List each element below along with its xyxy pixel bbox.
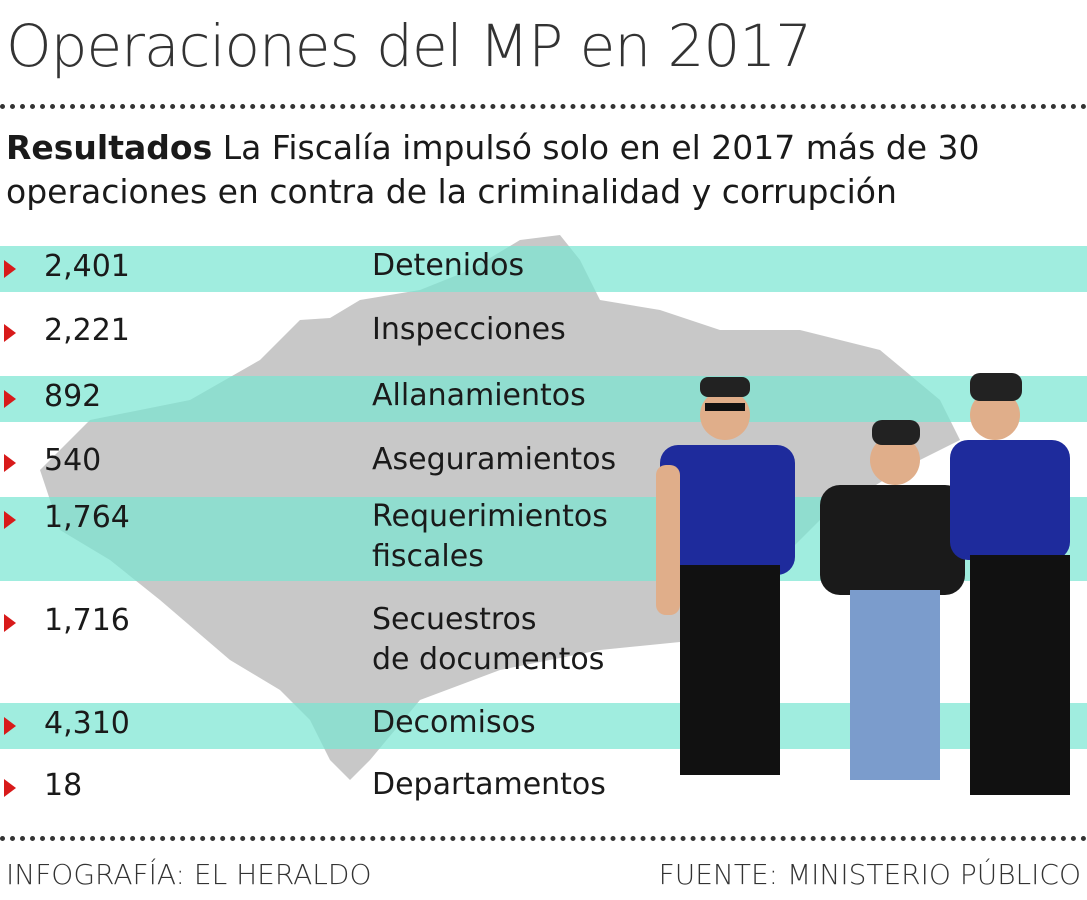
row-value: 2,401: [44, 249, 130, 284]
subtitle-text: La Fiscalía impulsó solo en el 2017 más …: [6, 128, 980, 211]
officer-left: [656, 377, 795, 775]
row-label: Aseguramientos: [372, 442, 617, 477]
row-label: Secuestros de documentos: [372, 602, 605, 677]
arrow-icon: [4, 390, 16, 408]
table-row: 2,221 Inspecciones: [0, 310, 1087, 356]
row-label: Allanamientos: [372, 378, 586, 413]
arrow-icon: [4, 324, 16, 342]
divider: [0, 104, 1087, 109]
row-value: 18: [44, 768, 83, 803]
arrow-icon: [4, 511, 16, 529]
table-row: 2,401 Detenidos: [0, 246, 1087, 292]
police-arrest-illustration: [656, 373, 1070, 795]
subtitle-bold: Resultados: [6, 128, 213, 167]
arrow-icon: [4, 260, 16, 278]
arrow-icon: [4, 454, 16, 472]
subtitle: Resultados La Fiscalía impulsó solo en e…: [6, 126, 1076, 214]
row-label: Decomisos: [372, 705, 536, 740]
row-value: 2,221: [44, 313, 130, 348]
row-value: 1,716: [44, 603, 130, 638]
credit: INFOGRAFÍA: EL HERALDO: [6, 858, 372, 891]
detainee: [820, 420, 965, 780]
arrow-icon: [4, 717, 16, 735]
row-label: Inspecciones: [372, 312, 566, 347]
table-row: 18 Departamentos: [0, 765, 1087, 811]
page-title: Operaciones del MP en 2017: [6, 12, 812, 80]
row-value: 540: [44, 443, 102, 478]
source: FUENTE: MINISTERIO PÚBLICO: [658, 858, 1081, 891]
row-label: Departamentos: [372, 767, 606, 802]
row-value: 4,310: [44, 706, 130, 741]
table-row: 540 Aseguramientos: [0, 440, 1087, 486]
row-value: 1,764: [44, 500, 130, 535]
row-label: Detenidos: [372, 248, 525, 283]
table-row: 892 Allanamientos: [0, 376, 1087, 422]
row-label: Requerimientos fiscales: [372, 499, 608, 574]
table-row: 1,716 Secuestros de documentos: [0, 600, 1087, 684]
officer-right: [950, 373, 1070, 795]
divider: [0, 836, 1087, 841]
arrow-icon: [4, 614, 16, 632]
arrow-icon: [4, 779, 16, 797]
row-value: 892: [44, 379, 102, 414]
